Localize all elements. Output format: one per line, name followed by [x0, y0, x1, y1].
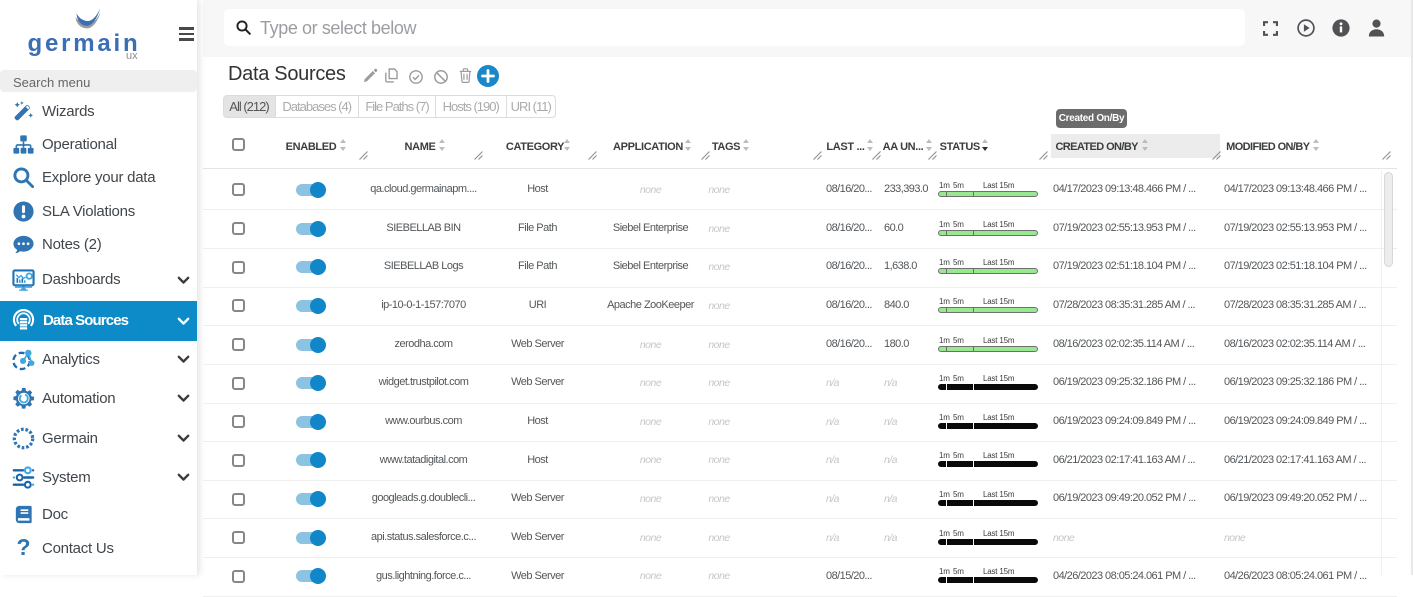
- svg-text:?: ?: [16, 537, 30, 560]
